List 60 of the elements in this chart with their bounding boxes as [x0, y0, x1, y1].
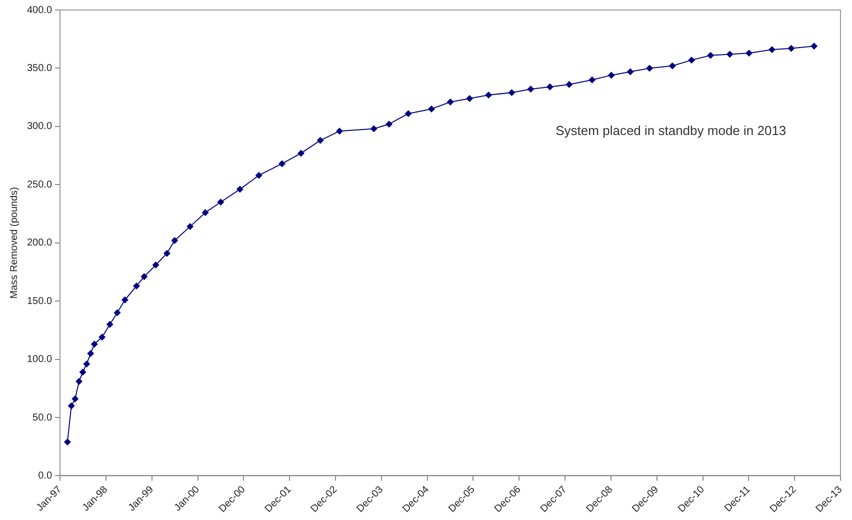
- point: [466, 94, 474, 102]
- point: [566, 81, 573, 88]
- point: [428, 105, 435, 112]
- point: [768, 46, 776, 54]
- point: [608, 72, 615, 79]
- point: [255, 172, 262, 179]
- point: [90, 340, 98, 348]
- point: [133, 282, 140, 290]
- y-tick-label: 350.0: [26, 62, 52, 74]
- point: [186, 223, 194, 230]
- point: [68, 402, 75, 410]
- point: [386, 120, 393, 128]
- y-axis-title: Mass Removed (pounds): [8, 187, 20, 299]
- point: [626, 68, 634, 76]
- point: [236, 186, 244, 193]
- point: [114, 309, 121, 316]
- point: [72, 395, 79, 402]
- point: [278, 160, 286, 168]
- point: [202, 209, 209, 216]
- point: [485, 91, 492, 98]
- point: [668, 62, 676, 70]
- point: [98, 334, 106, 341]
- point: [688, 56, 696, 64]
- point: [810, 42, 818, 50]
- y-tick-label: 0.0: [38, 470, 52, 482]
- point: [646, 64, 654, 72]
- point: [171, 237, 178, 244]
- y-tick-label: 50.0: [32, 412, 52, 424]
- point: [707, 52, 714, 59]
- point: [527, 86, 534, 93]
- point: [746, 50, 753, 57]
- point: [83, 360, 90, 368]
- point: [404, 110, 412, 118]
- y-tick-label: 150.0: [26, 296, 52, 307]
- point: [336, 128, 344, 135]
- point: [79, 368, 86, 376]
- y-tick-label: 400.0: [26, 4, 52, 16]
- point: [726, 50, 734, 58]
- y-tick-label: 250.0: [26, 179, 52, 190]
- point: [217, 198, 224, 206]
- point: [788, 44, 795, 52]
- annotation: System placed in standby mode in 2013: [556, 123, 786, 138]
- point: [446, 98, 454, 106]
- point: [163, 250, 170, 257]
- y-tick-label: 100.0: [26, 354, 52, 366]
- point: [121, 296, 128, 304]
- point: [106, 320, 114, 328]
- point: [87, 350, 94, 357]
- point: [546, 83, 554, 90]
- y-tick-label: 200.0: [26, 238, 52, 249]
- point: [140, 273, 148, 280]
- point: [508, 89, 516, 96]
- point: [588, 76, 596, 84]
- point: [370, 125, 378, 132]
- point: [298, 150, 305, 157]
- point: [152, 261, 160, 268]
- y-tick-label: 300.0: [26, 121, 52, 132]
- point: [316, 136, 324, 144]
- point: [76, 378, 83, 385]
- point: [64, 438, 71, 446]
